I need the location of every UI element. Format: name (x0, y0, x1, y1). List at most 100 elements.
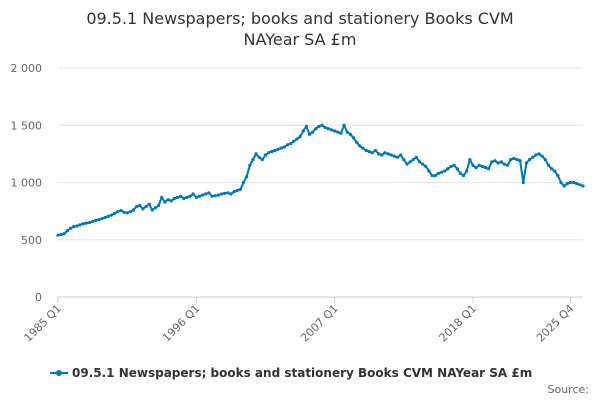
data-point[interactable] (399, 153, 403, 157)
data-point[interactable] (329, 128, 334, 132)
data-point[interactable] (147, 202, 151, 206)
data-point[interactable] (90, 219, 95, 224)
data-point[interactable] (223, 191, 227, 195)
legend[interactable]: 09.5.1 Newspapers; books and stationery … (50, 366, 532, 380)
data-point[interactable] (446, 167, 450, 171)
data-point[interactable] (307, 132, 312, 137)
data-point[interactable] (163, 200, 167, 204)
data-point[interactable] (282, 145, 286, 149)
data-point[interactable] (571, 180, 576, 185)
data-point[interactable] (524, 161, 529, 165)
data-point[interactable] (452, 163, 456, 167)
data-point[interactable] (248, 163, 252, 167)
data-point[interactable] (449, 164, 453, 169)
data-point[interactable] (295, 137, 299, 141)
data-point[interactable] (417, 160, 422, 164)
data-point[interactable] (210, 194, 214, 198)
data-point[interactable] (490, 160, 494, 164)
data-point[interactable] (499, 160, 503, 164)
data-point[interactable] (521, 180, 525, 185)
data-point[interactable] (405, 162, 409, 166)
data-point[interactable] (254, 152, 258, 156)
data-point[interactable] (263, 153, 268, 157)
data-point[interactable] (581, 184, 585, 188)
data-point[interactable] (546, 163, 551, 167)
data-point[interactable] (355, 140, 359, 145)
data-point[interactable] (153, 206, 158, 210)
data-point[interactable] (493, 159, 497, 163)
data-point[interactable] (75, 224, 79, 228)
data-point[interactable] (122, 210, 126, 214)
data-point[interactable] (245, 175, 249, 179)
data-point[interactable] (402, 158, 406, 162)
data-point[interactable] (175, 195, 180, 199)
data-point[interactable] (62, 231, 66, 236)
data-point[interactable] (443, 169, 447, 173)
data-point[interactable] (301, 129, 305, 133)
data-point[interactable] (179, 194, 183, 198)
data-point[interactable] (326, 127, 330, 131)
data-point[interactable] (345, 130, 349, 134)
data-point[interactable] (424, 164, 428, 169)
data-point[interactable] (568, 180, 573, 185)
data-point[interactable] (112, 211, 117, 216)
data-point[interactable] (553, 169, 557, 173)
data-point[interactable] (100, 216, 104, 221)
data-point[interactable] (238, 187, 242, 191)
data-point[interactable] (232, 190, 236, 194)
data-point[interactable] (556, 174, 560, 178)
data-point[interactable] (131, 208, 136, 212)
data-point[interactable] (518, 159, 522, 163)
data-point[interactable] (267, 151, 271, 155)
data-point[interactable] (389, 153, 393, 157)
data-point[interactable] (377, 152, 381, 156)
data-point[interactable] (106, 214, 110, 218)
data-point[interactable] (182, 196, 186, 201)
data-point[interactable] (531, 155, 535, 159)
data-point[interactable] (559, 180, 563, 185)
data-point[interactable] (150, 208, 154, 212)
data-point[interactable] (483, 166, 488, 170)
data-point[interactable] (408, 160, 412, 164)
data-point[interactable] (477, 163, 481, 167)
data-point[interactable] (534, 153, 538, 157)
data-point[interactable] (421, 162, 425, 166)
data-point[interactable] (169, 199, 173, 203)
data-point[interactable] (157, 203, 161, 207)
data-point[interactable] (465, 169, 469, 173)
data-point[interactable] (471, 163, 475, 167)
data-point[interactable] (144, 204, 148, 209)
data-point[interactable] (72, 224, 76, 229)
data-point[interactable] (348, 132, 352, 137)
data-point[interactable] (370, 151, 374, 155)
data-point[interactable] (229, 192, 233, 196)
data-point[interactable] (333, 129, 337, 133)
data-point[interactable] (207, 191, 211, 195)
data-point[interactable] (201, 193, 205, 197)
data-point[interactable] (128, 210, 132, 214)
data-point[interactable] (505, 163, 510, 167)
data-point[interactable] (84, 221, 88, 225)
data-point[interactable] (292, 139, 296, 143)
data-point[interactable] (430, 174, 434, 178)
data-point[interactable] (270, 149, 274, 154)
data-point[interactable] (395, 155, 400, 159)
data-point[interactable] (336, 130, 340, 134)
data-point[interactable] (386, 152, 390, 156)
data-point[interactable] (380, 153, 384, 157)
data-point[interactable] (204, 192, 208, 196)
data-point[interactable] (304, 124, 308, 128)
data-point[interactable] (339, 131, 343, 135)
data-point[interactable] (468, 158, 472, 162)
data-point[interactable] (414, 155, 418, 159)
data-point[interactable] (194, 195, 198, 199)
data-point[interactable] (487, 167, 491, 171)
data-point[interactable] (119, 208, 123, 213)
data-point[interactable] (458, 171, 462, 175)
data-point[interactable] (59, 233, 63, 237)
data-point[interactable] (361, 146, 365, 150)
data-point[interactable] (323, 125, 327, 130)
data-point[interactable] (411, 158, 415, 162)
data-point[interactable] (439, 170, 444, 174)
data-point[interactable] (226, 191, 230, 195)
